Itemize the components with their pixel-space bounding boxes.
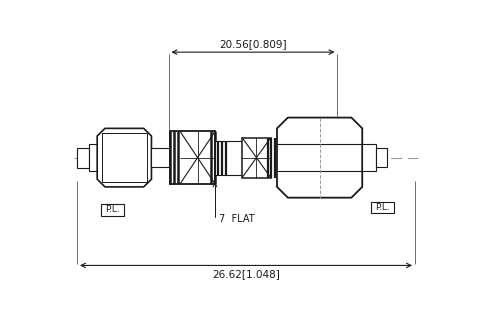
Bar <box>89 144 97 172</box>
Bar <box>170 131 215 184</box>
Bar <box>215 141 242 174</box>
Text: 20.56[0.809]: 20.56[0.809] <box>219 39 287 49</box>
Bar <box>77 148 89 168</box>
Text: P.L.: P.L. <box>105 205 120 214</box>
Bar <box>371 202 394 213</box>
Polygon shape <box>277 118 362 198</box>
Text: 26.62[1.048]: 26.62[1.048] <box>212 269 280 279</box>
Bar <box>242 137 271 178</box>
Text: 7  FLAT: 7 FLAT <box>213 183 254 224</box>
Bar <box>376 148 387 167</box>
Text: P.L.: P.L. <box>375 203 390 212</box>
Bar <box>101 204 124 216</box>
Bar <box>152 148 170 167</box>
Bar <box>102 133 147 182</box>
Bar <box>362 144 376 172</box>
Polygon shape <box>97 128 152 187</box>
